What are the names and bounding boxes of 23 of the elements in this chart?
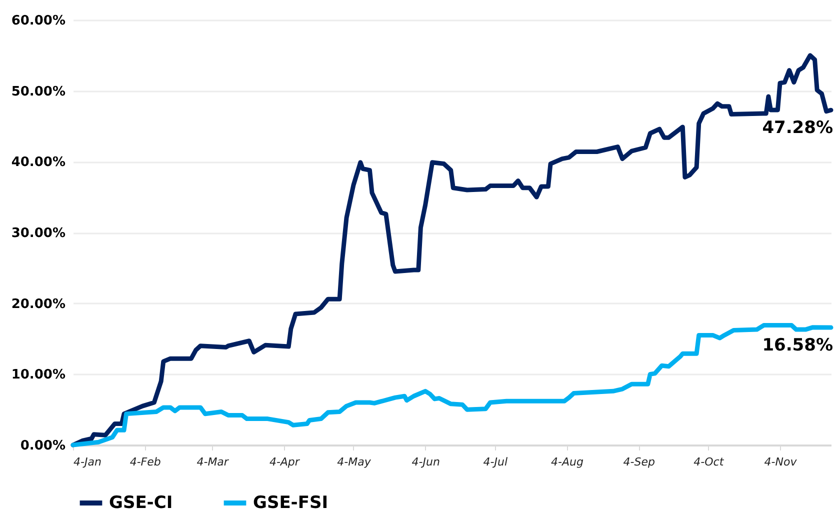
y-tick-label: 0.00% <box>20 438 66 454</box>
y-tick-label: 10.00% <box>11 368 66 383</box>
x-tick-label: 4-Mar <box>196 456 230 468</box>
line-series <box>70 323 834 448</box>
x-tick-label: 4-Apr <box>269 456 301 468</box>
x-tick-label: 4-Sep <box>623 456 655 468</box>
x-tick-label: 4-Jun <box>412 456 440 468</box>
annotation: 16.58% <box>762 336 833 356</box>
annotation: 47.28% <box>762 118 833 138</box>
y-tick-label: 20.00% <box>11 296 66 312</box>
x-tick-label: 4-Oct <box>694 456 724 468</box>
x-tick-label: 4-Jan <box>74 456 102 468</box>
legend-label: GSE-FSI <box>253 493 328 513</box>
y-tick-label: 60.00% <box>11 14 66 28</box>
x-tick-label: 4-Aug <box>551 456 584 468</box>
x-tick-label: 4-May <box>337 456 372 468</box>
y-tick-label: 30.00% <box>11 226 66 241</box>
x-tick-label: 4-Nov <box>764 456 798 468</box>
x-tick-label: 4-Jul <box>483 456 508 468</box>
x-tick-label: 4-Feb <box>130 456 161 468</box>
y-tick-label: 40.00% <box>11 155 66 170</box>
y-tick-label: 50.00% <box>11 84 66 100</box>
legend-label: GSE-CI <box>109 493 173 513</box>
